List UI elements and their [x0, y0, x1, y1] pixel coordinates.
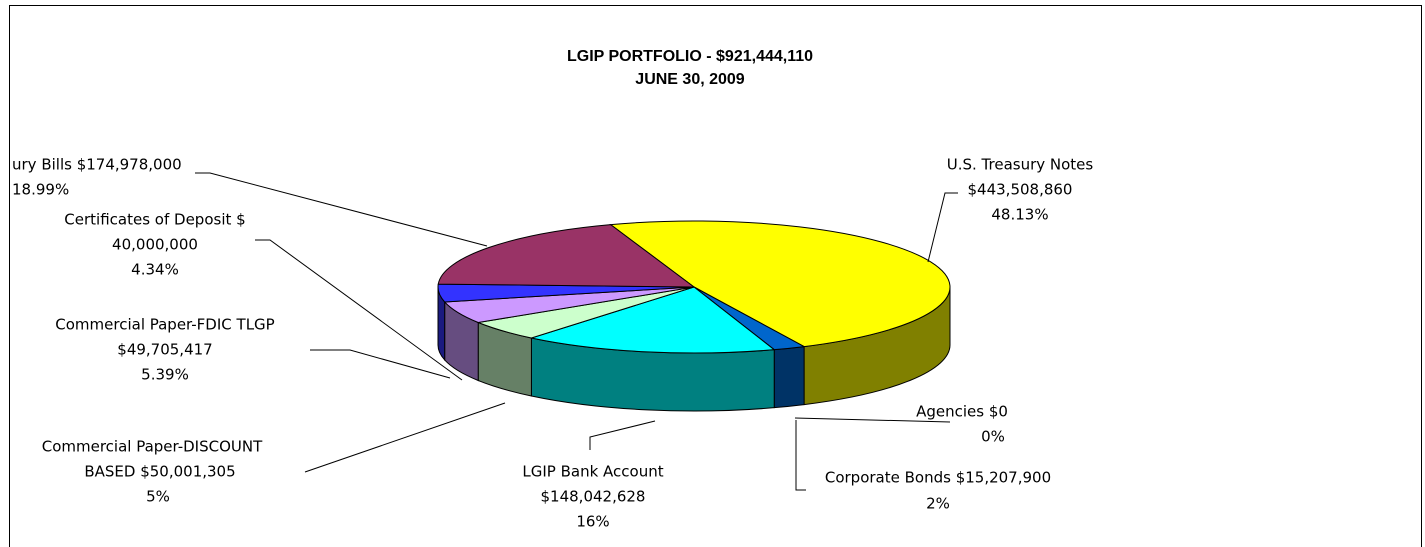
slice-label: 40,000,000	[112, 236, 198, 254]
slice-label: Commercial Paper-FDIC TLGP	[55, 316, 274, 334]
slice-label: $148,042,628	[541, 488, 646, 506]
value-label: 0%	[981, 428, 1005, 446]
slice	[437, 224, 696, 288]
slice-label: U.S. Treasury Notes	[947, 156, 1094, 174]
value-label: 2%	[926, 495, 950, 513]
leader-line	[310, 349, 451, 379]
chart-title: LGIP PORTFOLIO - $921,444,110	[567, 48, 813, 65]
slice-label: Certificates of Deposit $	[64, 211, 245, 229]
value-label: 48.13%	[991, 206, 1048, 224]
slice-label: LGIP Bank Account	[522, 463, 663, 481]
value-label: 5%	[146, 488, 170, 506]
slice-side	[773, 346, 805, 409]
chart-frame	[9, 5, 1422, 547]
leader-line	[195, 172, 488, 247]
slice-label: Corporate Bonds $15,207,900	[825, 469, 1051, 487]
leader-line	[589, 420, 656, 450]
slice-label: Agencies $0	[916, 403, 1008, 421]
slice	[529, 286, 776, 354]
labels: U.S. Treasury Notes $443,508,860 48.13% Cor…	[12, 156, 1093, 531]
leader-line	[794, 417, 951, 423]
slice-label: $443,508,860	[968, 181, 1073, 199]
leader-line	[927, 192, 958, 263]
slice-label: ury Bills $174,978,000	[12, 156, 182, 174]
slice-label: BASED $50,001,305	[84, 463, 235, 481]
value-label: 18.99%	[12, 181, 69, 199]
leader-line	[255, 239, 463, 381]
value-label: 5.39%	[141, 366, 189, 384]
pie	[437, 220, 951, 412]
leader-line	[304, 402, 506, 473]
slice-label: $49,705,417	[117, 341, 212, 359]
value-label: 4.34%	[131, 261, 179, 279]
value-label: 16%	[576, 513, 609, 531]
slice	[609, 220, 951, 348]
chart-subtitle: JUNE 30, 2009	[635, 71, 745, 88]
leader-line	[795, 420, 806, 491]
slice-label: Commercial Paper-DISCOUNT	[42, 438, 263, 456]
